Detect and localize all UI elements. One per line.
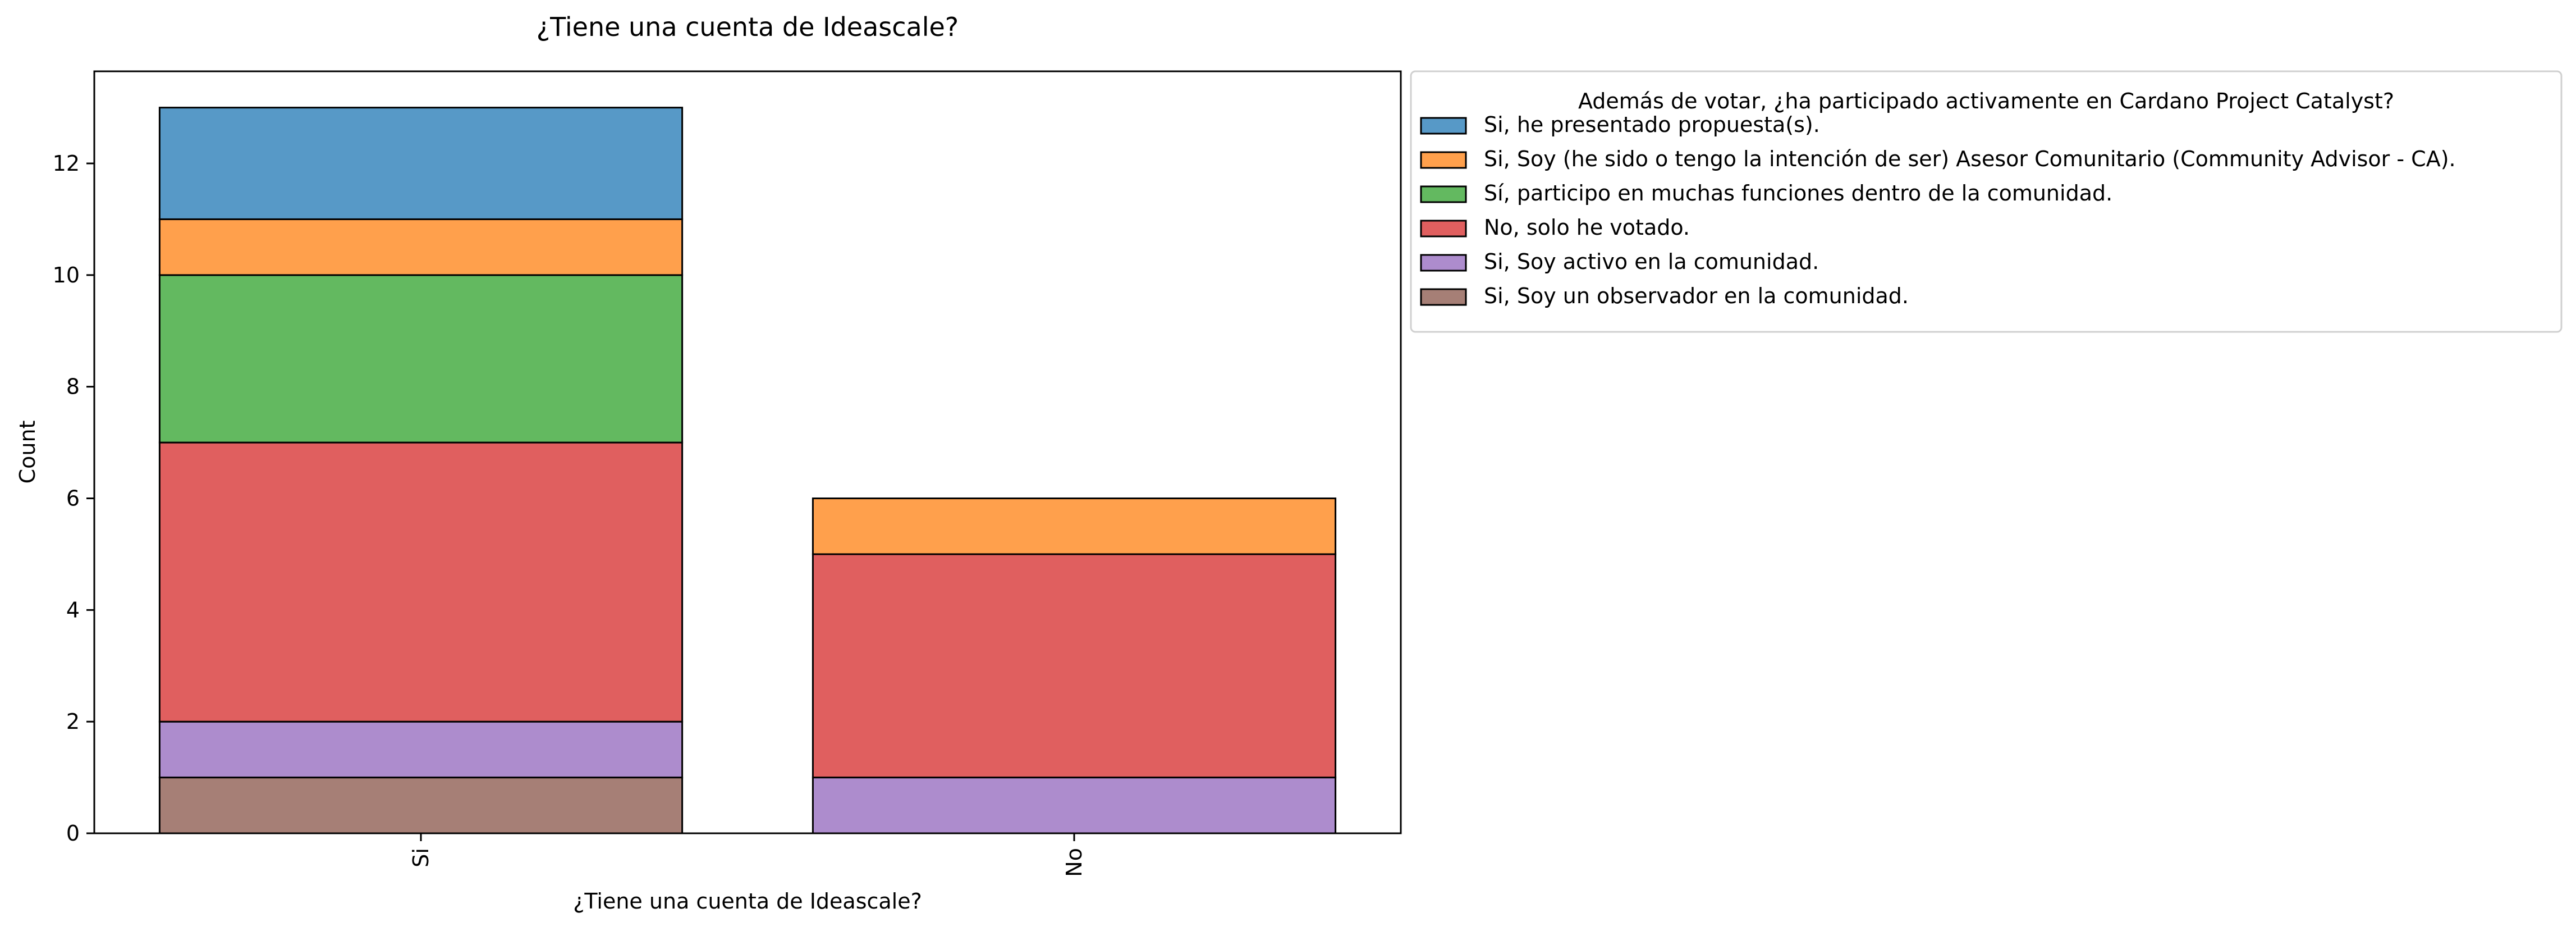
bar-segment	[812, 777, 1337, 834]
x-tick-label: Si	[409, 848, 433, 868]
bars	[158, 107, 1337, 834]
x-tick-label: No	[1062, 848, 1087, 877]
legend-swatch	[1420, 117, 1467, 135]
x-axis: Si No	[409, 833, 1087, 877]
y-tick-label: 12	[53, 151, 80, 176]
legend-entry-label: Si, he presentado propuesta(s).	[1484, 112, 1820, 137]
legend-entry-label: Si, Soy un observador en la comunidad.	[1484, 284, 1909, 308]
legend-frame	[1410, 70, 2563, 333]
legend-entry-label: Sí, participo en muchas funciones dentro…	[1484, 181, 2112, 206]
y-axis-label: Count	[15, 421, 40, 484]
legend-entry-label: No, solo he votado.	[1484, 215, 1690, 240]
bar-segment	[158, 720, 684, 779]
legend-swatch	[1420, 185, 1467, 203]
bar-segment	[158, 441, 684, 723]
bar-segment	[812, 553, 1337, 779]
bar-segment	[158, 274, 684, 444]
y-tick-label: 8	[66, 375, 80, 399]
bar-segment	[158, 777, 684, 834]
chart-title: ¿Tiene una cuenta de Ideascale?	[537, 12, 959, 42]
y-tick-label: 0	[66, 821, 80, 846]
bar-segment	[812, 498, 1337, 555]
bar-segment	[158, 218, 684, 276]
y-axis: 0 2 4 6 8 10 12	[53, 151, 94, 846]
legend-swatch	[1420, 151, 1467, 169]
legend-entries: Si, he presentado propuesta(s). Si, Soy (…	[1420, 112, 2456, 308]
y-tick-label: 2	[66, 709, 80, 734]
legend: Además de votar, ¿ha participado activam…	[1410, 70, 2563, 333]
y-tick-label: 4	[66, 597, 80, 622]
plot-area-frame	[93, 70, 1402, 834]
legend-swatch	[1420, 288, 1467, 306]
legend-title: Además de votar, ¿ha participado activam…	[1578, 89, 2394, 113]
y-tick-label: 6	[66, 486, 80, 511]
legend-entry-label: Si, Soy activo en la comunidad.	[1484, 249, 1819, 274]
legend-entry-label: Si, Soy (he sido o tengo la intención de…	[1484, 147, 2456, 171]
legend-swatch	[1420, 220, 1467, 238]
legend-swatch	[1420, 254, 1467, 272]
x-axis-label: ¿Tiene una cuenta de Ideascale?	[573, 889, 922, 914]
y-tick-label: 10	[53, 263, 80, 287]
bar-segment	[158, 107, 684, 220]
